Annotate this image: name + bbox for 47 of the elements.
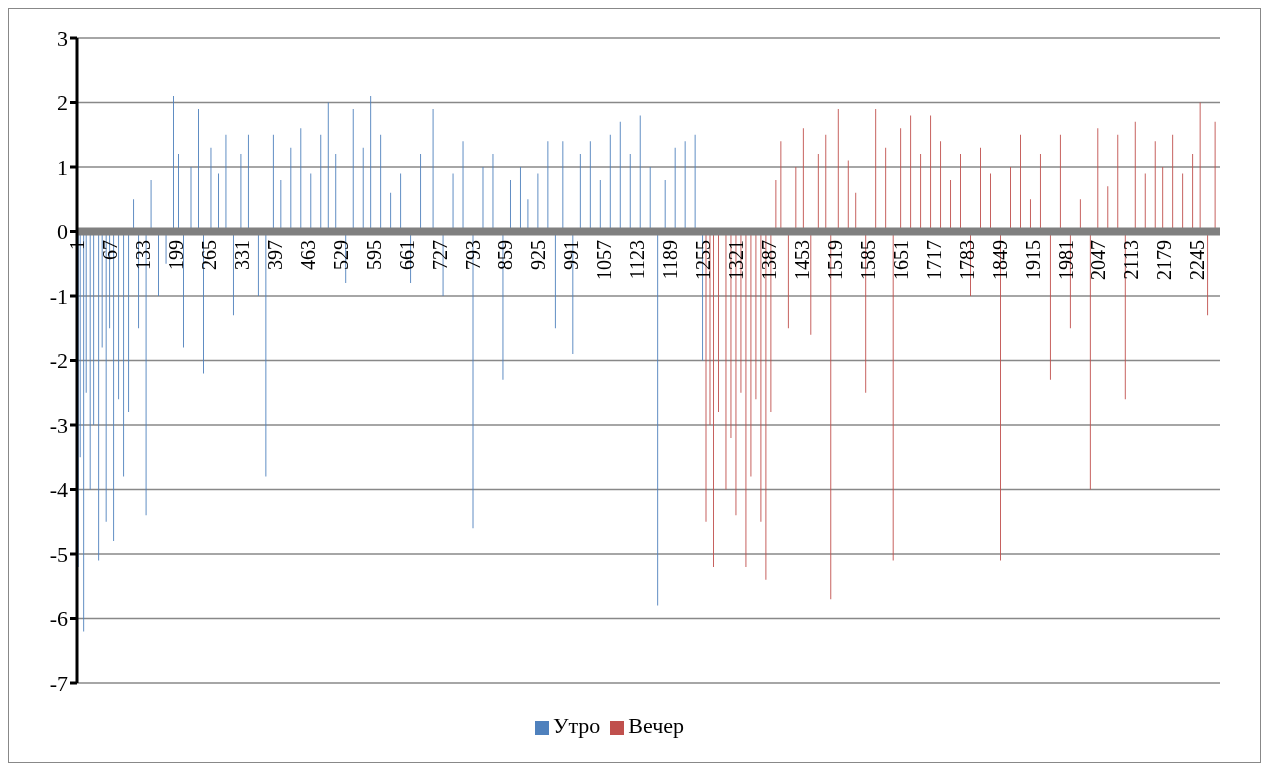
x-tick-label: 1981 bbox=[1054, 240, 1077, 281]
legend-label: Вечер bbox=[628, 713, 685, 738]
x-tick-label: 1057 bbox=[593, 240, 616, 281]
y-tick-label: 3 bbox=[57, 25, 68, 51]
x-tick-label: 1651 bbox=[889, 240, 912, 281]
y-tick-label: -1 bbox=[49, 283, 68, 309]
x-tick-label: 991 bbox=[560, 240, 583, 271]
x-tick-label: 331 bbox=[230, 240, 253, 271]
x-tick-label: 67 bbox=[99, 240, 122, 261]
x-tick-label: 793 bbox=[461, 240, 484, 271]
y-tick-label: -5 bbox=[49, 541, 68, 567]
y-tick-label: -3 bbox=[49, 412, 68, 438]
x-tick-label: 1189 bbox=[659, 240, 682, 280]
x-tick-label: 1519 bbox=[823, 240, 846, 281]
x-tick-label: 1585 bbox=[856, 240, 879, 281]
y-tick-label: -2 bbox=[49, 348, 68, 374]
x-tick-label: 1123 bbox=[626, 240, 649, 280]
x-tick-label: 529 bbox=[329, 240, 352, 271]
x-tick-label: 727 bbox=[428, 240, 451, 271]
x-tick-label: 199 bbox=[165, 240, 188, 271]
x-tick-label: 463 bbox=[296, 240, 319, 271]
x-tick-label: 1255 bbox=[692, 240, 715, 281]
x-tick-label: 265 bbox=[198, 240, 221, 271]
x-tick-label: 1783 bbox=[955, 240, 978, 281]
x-tick-label: 1453 bbox=[790, 240, 813, 281]
y-tick-label: -7 bbox=[49, 670, 68, 696]
x-tick-label: 133 bbox=[132, 240, 155, 271]
y-tick-label: 0 bbox=[57, 219, 68, 245]
x-tick-label: 2113 bbox=[1120, 240, 1143, 280]
x-tick-label: 2047 bbox=[1087, 240, 1110, 281]
x-tick-label: 925 bbox=[527, 240, 550, 271]
x-tick-label: 1387 bbox=[758, 240, 781, 281]
x-tick-label: 1915 bbox=[1021, 240, 1044, 281]
x-tick-label: 1321 bbox=[725, 240, 748, 281]
y-tick-label: -6 bbox=[49, 606, 68, 632]
y-tick-label: -4 bbox=[49, 477, 68, 503]
x-tick-label: 2245 bbox=[1186, 240, 1209, 281]
x-tick-label: 859 bbox=[494, 240, 517, 271]
x-tick-label: 661 bbox=[395, 240, 418, 271]
x-tick-label: 595 bbox=[362, 240, 385, 271]
x-tick-label: 1849 bbox=[988, 240, 1011, 281]
x-tick-label: 397 bbox=[263, 240, 286, 271]
y-tick-label: 2 bbox=[57, 90, 68, 116]
x-tick-label: 2179 bbox=[1153, 240, 1176, 281]
legend-label: Утро bbox=[552, 713, 601, 738]
y-tick-label: 1 bbox=[57, 154, 68, 180]
x-tick-label: 1717 bbox=[922, 240, 945, 281]
